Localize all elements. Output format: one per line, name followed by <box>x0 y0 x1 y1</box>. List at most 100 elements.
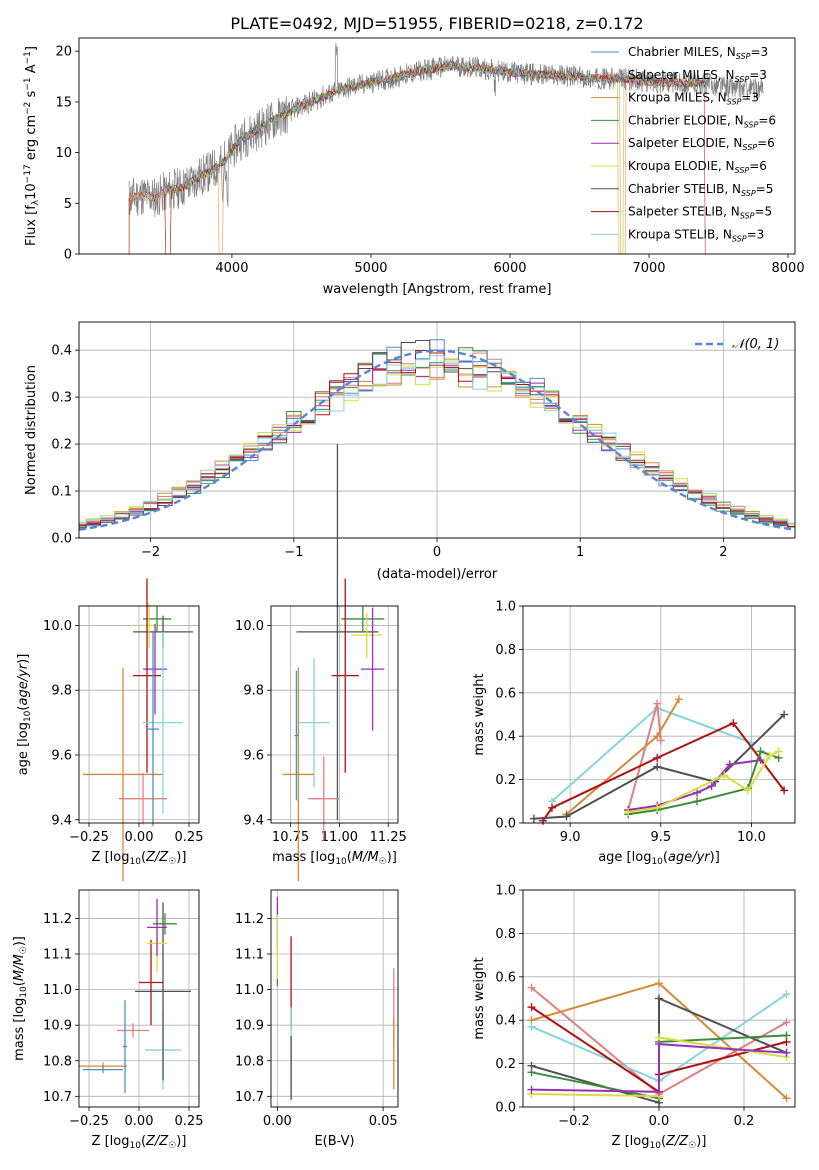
x-tick-label: 9.0 <box>560 830 581 845</box>
y-tick-label: 5 <box>64 197 72 212</box>
x-axis-label-part: )] <box>176 1134 186 1149</box>
x-axis-label-part: M/M <box>352 850 379 865</box>
x-tick-label: 0.25 <box>175 1114 204 1129</box>
legend-text: Kroupa STELIB, N <box>628 227 732 241</box>
y-tick-label: 10.9 <box>235 1019 264 1034</box>
legend-subscript: SSP <box>732 234 747 243</box>
plot-frame <box>78 37 796 255</box>
x-axis-label-part: Z [log <box>92 850 130 865</box>
x-axis-label: mass [log10(M/M☉)] <box>272 850 397 867</box>
y-axis-label-part: s <box>24 90 39 101</box>
y-tick-label: 20 <box>55 45 72 60</box>
x-axis-label-part: Z/Z <box>145 850 169 865</box>
legend-entry: Salpeter STELIB, NSSP=5 <box>628 205 772 221</box>
plot-frame <box>78 321 796 539</box>
x-axis-label-part: 10 <box>649 1141 661 1151</box>
legend-subscript: SSP <box>736 52 751 61</box>
y-tick-label: 0.1 <box>51 485 72 500</box>
y-axis-label-part: age [log <box>16 722 31 775</box>
y-axis-label-part: 10 <box>23 710 33 722</box>
legend-text: =5 <box>754 205 772 219</box>
legend-text: Chabrier MILES, N <box>628 45 736 59</box>
x-axis-label-part: Z/Z <box>665 1134 689 1149</box>
x-tick-label: 10.0 <box>737 830 766 845</box>
y-tick-label: 11.1 <box>43 948 72 963</box>
x-axis-label-part: mass [log <box>272 850 335 865</box>
x-tick-label: 0.05 <box>369 1114 398 1129</box>
y-axis-label-part: mass weight <box>472 957 487 1039</box>
y-tick-label: 10.0 <box>43 619 72 634</box>
x-axis-label-part: ( <box>661 1134 666 1149</box>
y-axis-label-part: 10 <box>24 183 39 200</box>
residuals-plot: −2 −1 0 1 2 0.0 0.1 0.2 0.3 0.4 𝒩(0, 1) (data-model… <box>24 321 796 582</box>
x-axis-label-part: E(B-V) <box>314 1134 354 1149</box>
plot-frame <box>78 605 200 824</box>
x-axis-label-part: 10 <box>129 857 141 867</box>
x-axis-label-part: ( <box>663 850 668 865</box>
y-tick-label: 0.3 <box>51 391 72 406</box>
x-axis-label: Z [log10(Z/Z☉)] <box>92 850 187 867</box>
x-axis-label-part: (data-model)/error <box>377 567 498 582</box>
x-axis-label-part: Z/Z <box>145 1134 169 1149</box>
x-axis-label-part: ☉ <box>688 1141 696 1151</box>
x-tick-label: −0.25 <box>69 1114 109 1129</box>
legend-text: =3 <box>747 227 765 241</box>
y-tick-label: 9.8 <box>51 684 72 699</box>
x-tick-label: 7000 <box>632 261 665 276</box>
legend-entry: Chabrier MILES, NSSP=3 <box>628 45 768 61</box>
mass_vs_z-plot: −0.25 0.00 0.25 10.7 10.8 10.9 11.0 11.1 11.2 Z [… <box>12 889 204 1151</box>
y-tick-label: 1.0 <box>495 600 516 615</box>
x-axis-label: E(B-V) <box>314 1134 354 1149</box>
y-tick-label: 11.0 <box>235 983 264 998</box>
x-axis-label-part: wavelength [Angstrom, rest frame] <box>323 282 552 297</box>
legend-text: Salpeter MILES, N <box>628 68 735 82</box>
legend-text: Chabrier ELODIE, N <box>628 113 744 127</box>
y-axis-label-part: ] <box>24 46 39 51</box>
y-tick-label: 9.4 <box>51 813 72 828</box>
y-axis-label-part: mass [log <box>12 998 27 1061</box>
x-tick-label: 6000 <box>493 261 526 276</box>
legend-subscript: SSP <box>735 75 750 84</box>
y-axis-label-part: λ <box>31 199 41 205</box>
x-axis-label-part: Z [log <box>612 1134 650 1149</box>
x-axis-label-part: 10 <box>651 857 663 867</box>
plot-frame <box>270 605 399 824</box>
legend-text: =3 <box>741 91 759 105</box>
y-tick-label: 1.0 <box>495 884 516 899</box>
legend-entry: Salpeter ELODIE, NSSP=6 <box>628 136 775 152</box>
model-spectrum-line <box>128 61 708 254</box>
y-tick-label: 0.4 <box>495 730 516 745</box>
y-tick-label: 10.7 <box>43 1090 72 1105</box>
y-axis-label-part: −1 <box>23 51 33 64</box>
y-axis-label: age [log10(age/yr)] <box>16 654 33 776</box>
x-tick-label: 5000 <box>354 261 387 276</box>
x-axis-label-part: ☉ <box>168 1141 176 1151</box>
x-tick-label: −1 <box>284 545 303 560</box>
y-tick-label: 0.2 <box>495 1057 516 1072</box>
weight_vs_z-plot: −0.2 0.0 0.2 0.0 0.2 0.4 0.6 0.8 1.0 mass weight Z… <box>472 884 796 1151</box>
y-tick-label: 10.8 <box>235 1054 264 1069</box>
x-axis-label: wavelength [Angstrom, rest frame] <box>323 282 552 297</box>
legend-entry: Chabrier ELODIE, NSSP=6 <box>628 113 776 129</box>
y-axis-label-part: −1 <box>23 77 33 90</box>
legend-subscript: SSP <box>744 120 759 129</box>
y-tick-label: 11.0 <box>43 983 72 998</box>
x-tick-label: 10.75 <box>272 830 309 845</box>
x-axis-label-part: ☉ <box>168 857 176 867</box>
legend-subscript: SSP <box>740 212 755 221</box>
spectrum-plot: 4000 5000 6000 7000 8000 0 5 10 15 20 Chabrier MIL… <box>23 37 805 297</box>
legend-text: =3 <box>749 68 767 82</box>
x-tick-label: 0.00 <box>263 1114 292 1129</box>
x-axis-label-part: ( <box>141 1134 146 1149</box>
mass_vs_ebv-plot: 0.00 0.05 10.7 10.8 10.9 11.0 11.1 11.2 E(B-V) <box>235 889 399 1149</box>
y-axis-label-part: age/yr <box>16 662 31 705</box>
legend-subscript: SSP <box>742 143 757 152</box>
y-axis-label-part: )] <box>16 654 31 664</box>
histogram-layer <box>79 339 795 531</box>
y-axis-label-part: ☉ <box>19 946 29 954</box>
x-tick-label: 8000 <box>772 261 805 276</box>
y-axis-label-part: )] <box>12 936 27 946</box>
x-tick-label: 0 <box>433 545 441 560</box>
legend-text: Salpeter ELODIE, N <box>628 136 742 150</box>
y-tick-label: 0.8 <box>495 927 516 942</box>
